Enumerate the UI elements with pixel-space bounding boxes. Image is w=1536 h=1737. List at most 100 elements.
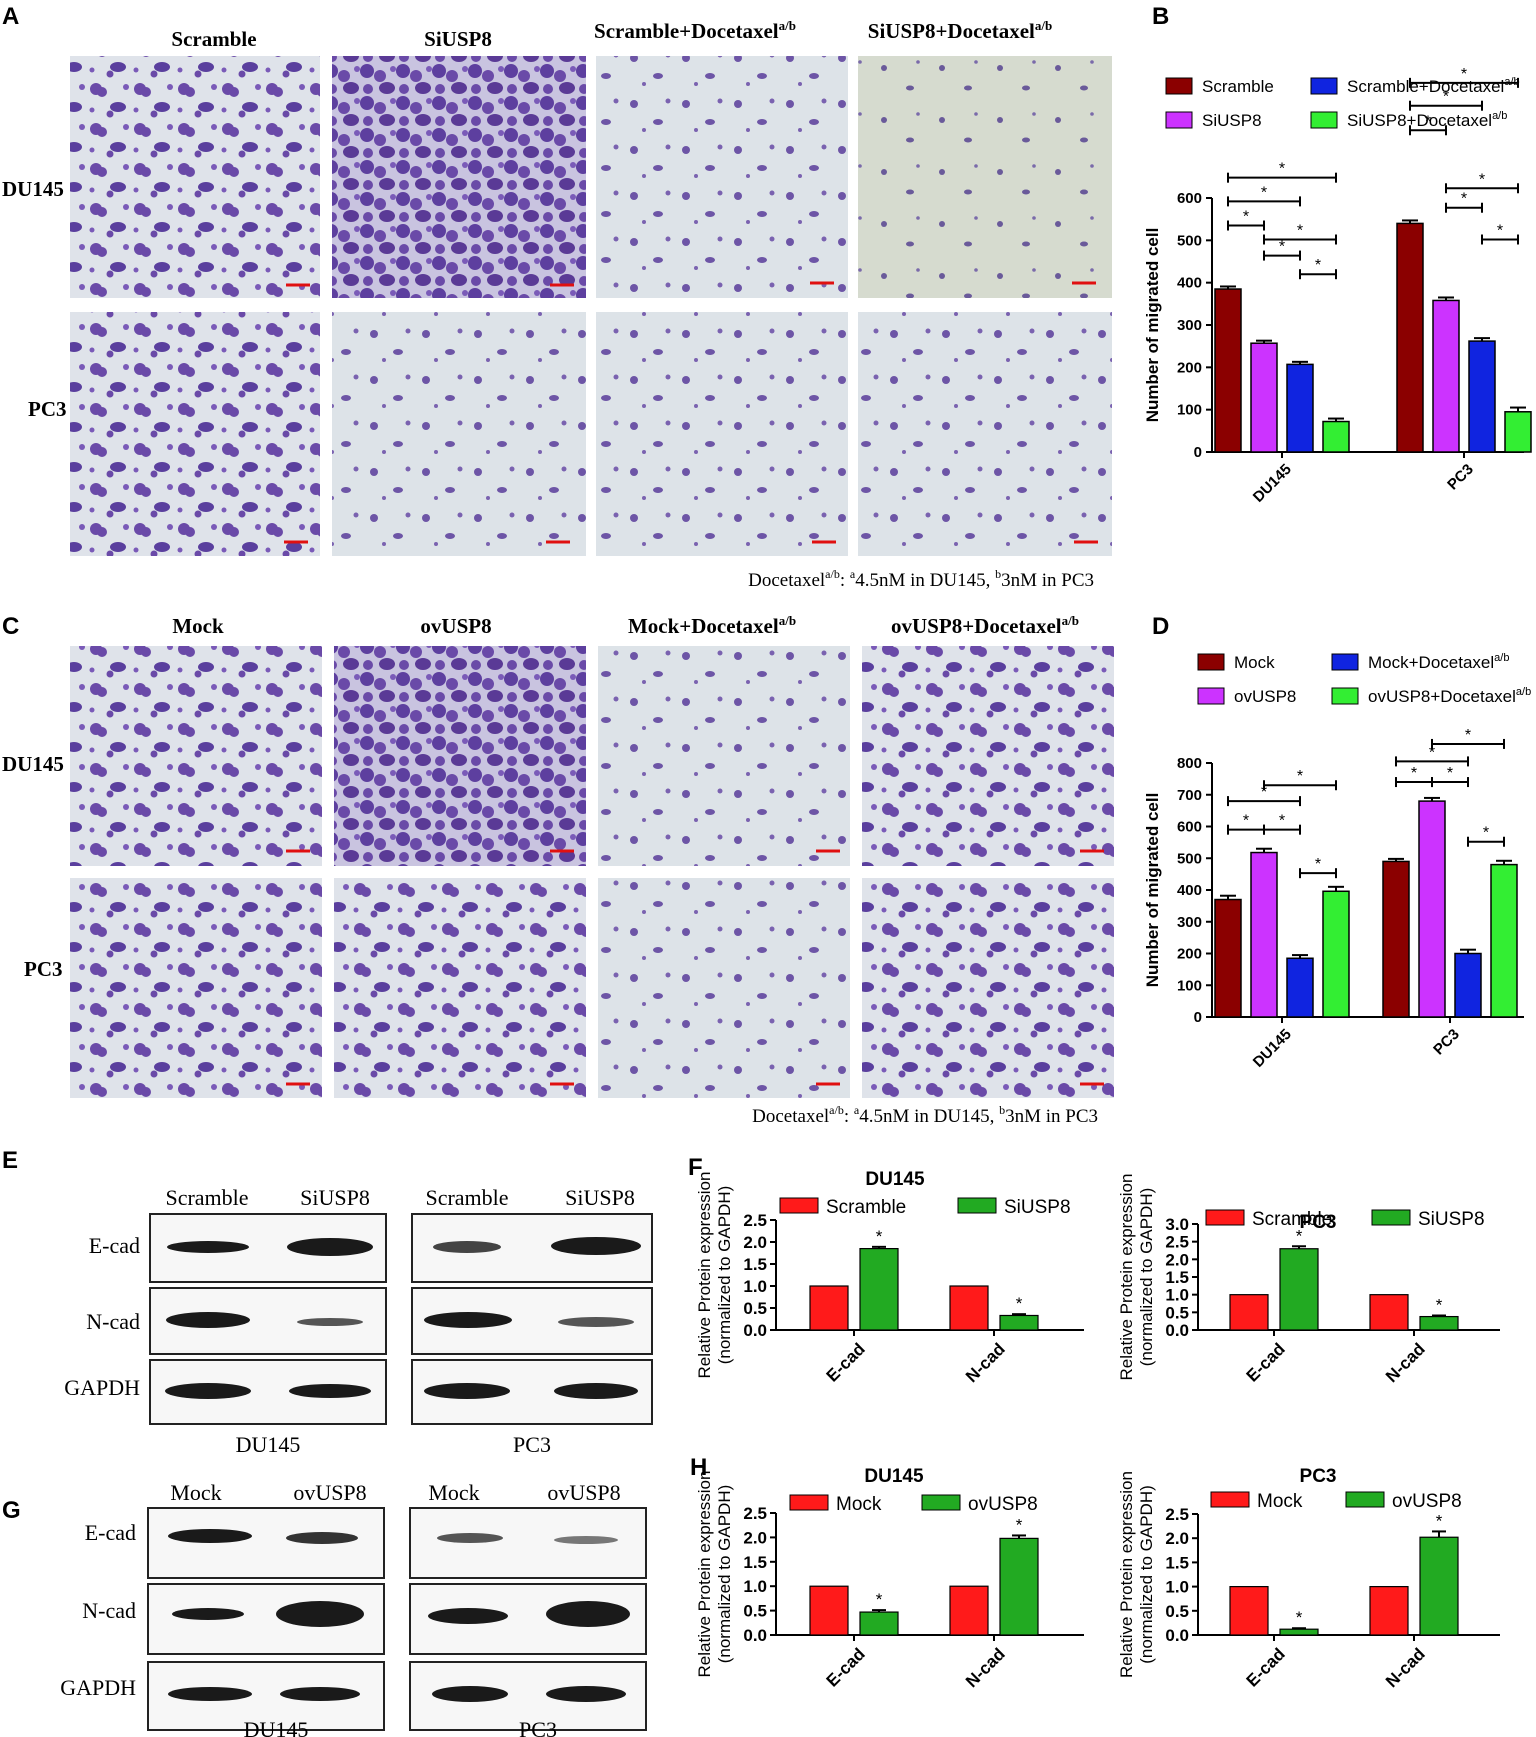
panel-label-f: F <box>688 1154 703 1181</box>
x-tick-label-n-cad: N-cad <box>1382 1644 1429 1691</box>
row-label-ncad-e: N-cad <box>86 1309 140 1334</box>
y-tick-label: 0.0 <box>743 1321 767 1340</box>
scale-bars-a <box>284 281 1098 544</box>
sig-star: * <box>1315 856 1321 873</box>
y-tick-label: 0.0 <box>1165 1626 1189 1645</box>
bar-siusp8-n-cad <box>999 1314 1039 1331</box>
chart-title: PC3 <box>1300 1466 1337 1487</box>
y-tick-label: 100 <box>1177 977 1202 994</box>
y-tick-label: 3.0 <box>1165 1215 1189 1234</box>
y-tick-label: 0 <box>1194 1009 1202 1026</box>
sig-star: * <box>1279 161 1285 178</box>
docetaxel-note-a: Docetaxela/b: a4.5nM in DU145, b3nM in P… <box>748 567 1094 591</box>
x-tick-label-du145: DU145 <box>1250 1026 1295 1071</box>
lane-label-mock-du145: Mock <box>170 1480 221 1505</box>
y-tick-label: 0 <box>1194 444 1202 461</box>
legend-label: SiUSP8 <box>1202 111 1262 130</box>
legend-swatch <box>1205 1209 1245 1226</box>
x-tick-label-n-cad: N-cad <box>962 1339 1009 1386</box>
lane-label-scramble-pc3: Scramble <box>425 1185 508 1210</box>
sig-star: * <box>1243 209 1249 226</box>
micrograph-du145-siusp8 <box>332 56 586 298</box>
sig-star: * <box>1315 257 1321 274</box>
panel-label-c: C <box>2 613 19 640</box>
x-tick-label-n-cad: N-cad <box>1382 1339 1429 1386</box>
bar-scramble-du145 <box>1214 288 1242 453</box>
sig-star: * <box>1279 813 1285 830</box>
bar-siusp8-docetaxel-du145 <box>1322 420 1350 453</box>
micrograph-du145-ovusp8-docetaxel <box>862 646 1114 866</box>
micrograph-pc3-mock <box>70 878 322 1098</box>
x-tick-label-pc3: PC3 <box>1430 1026 1463 1059</box>
y-tick-label: 0.5 <box>1165 1303 1189 1322</box>
y-tick-label: 1.5 <box>1165 1553 1189 1572</box>
y-tick-label: 0.5 <box>743 1299 767 1318</box>
bar-scramble-e-cad <box>809 1285 849 1331</box>
sig-star: * <box>1016 1515 1023 1534</box>
y-axis-label: Relative Protein expression <box>695 1471 714 1678</box>
chart-h-du145: 0.0 0.5 1.0 1.5 2.0 2.5 Relative Protein expre… <box>695 1466 1084 1691</box>
legend-swatch <box>1210 1491 1250 1508</box>
y-tick-label: 2.5 <box>1165 1505 1189 1524</box>
y-tick-label: 800 <box>1177 755 1202 772</box>
legend-label: Mock+Docetaxela/b <box>1368 652 1509 672</box>
y-tick-label: 1.0 <box>1165 1578 1189 1597</box>
y-tick-label: 500 <box>1177 232 1202 249</box>
bar-siusp8-e-cad <box>859 1247 899 1331</box>
lane-label-ovusp8-pc3: ovUSP8 <box>547 1480 620 1505</box>
micrograph-du145-mock-docetaxel <box>598 646 850 866</box>
micrograph-pc3-scramble <box>70 312 320 556</box>
bar-siusp8-du145 <box>1250 342 1278 453</box>
band-ncad-pc3-mock <box>428 1608 508 1624</box>
y-tick-label: 400 <box>1177 882 1202 899</box>
bar-mock-pc3 <box>1382 860 1410 1018</box>
y-tick-label: 100 <box>1177 402 1202 419</box>
band-gapdh-pc3-ovusp8 <box>546 1686 626 1702</box>
legend-swatch <box>779 1197 819 1214</box>
bar-ovusp8-docetaxel-pc3 <box>1490 863 1518 1018</box>
bar-scramble-n-cad <box>1369 1294 1409 1331</box>
sig-star: * <box>1429 744 1435 761</box>
legend-swatch <box>1310 77 1338 95</box>
y-tick-label: 2.5 <box>1165 1233 1189 1252</box>
sig-star: * <box>1261 784 1267 801</box>
blot-bands-g <box>168 1529 630 1702</box>
sig-star: * <box>1261 184 1267 201</box>
legend-label: Mock <box>1234 653 1275 672</box>
col-header-scramble-docetaxel: Scramble+Docetaxela/b <box>594 18 796 43</box>
y-tick-label: 300 <box>1177 317 1202 334</box>
legend-label: ovUSP8 <box>1392 1491 1462 1512</box>
cell-label-pc3-e: PC3 <box>513 1432 551 1457</box>
row-label-du145: DU145 <box>2 177 64 201</box>
panel-c-micrographs: Mock ovUSP8 Mock+Docetaxela/b ovUSP8+Doc… <box>2 613 1114 1127</box>
y-tick-label: 200 <box>1177 946 1202 963</box>
legend-label: SiUSP8 <box>1418 1209 1485 1230</box>
y-tick-label: 1.0 <box>743 1277 767 1296</box>
y-tick-label: 1.5 <box>1165 1268 1189 1287</box>
chart-f-pc3: 0.00.51.01.52.02.53.0 Relative Protein ex… <box>1117 1174 1500 1386</box>
bar-siusp8-e-cad <box>1279 1248 1319 1331</box>
y-tick-label: 2.0 <box>1165 1250 1189 1269</box>
legend-label: Scramble+Docetaxela/b <box>1347 76 1520 96</box>
band-ncad-du145-scramble <box>166 1312 250 1328</box>
legend-label: ovUSP8+Docetaxela/b <box>1368 686 1531 706</box>
y-tick-label: 2.5 <box>743 1504 767 1523</box>
legend-swatch <box>1165 77 1193 95</box>
sig-star: * <box>1497 222 1503 239</box>
sig-star: * <box>1297 222 1303 239</box>
y-tick-label: 2.5 <box>743 1211 767 1230</box>
sig-star: * <box>1479 171 1485 188</box>
x-tick-label-e-cad: E-cad <box>823 1644 869 1690</box>
bar-scramble-pc3 <box>1396 222 1424 453</box>
bar-siusp8-docetaxel-pc3 <box>1504 411 1532 453</box>
panel-a-micrographs: Scramble SiUSP8 Scramble+Docetaxela/b Si… <box>2 18 1112 591</box>
bar-scramble-n-cad <box>949 1285 989 1331</box>
band-ecad-pc3-ovusp8 <box>554 1536 618 1544</box>
y-axis-label-2: (normalized to GAPDH) <box>1137 1485 1156 1664</box>
band-gapdh-pc3-scramble <box>424 1383 510 1399</box>
bar-mock-du145 <box>1214 898 1242 1018</box>
blot-bands-e <box>165 1237 641 1399</box>
y-tick-label: 200 <box>1177 359 1202 376</box>
scale-bars-c <box>286 849 1104 1086</box>
bar-mock-e-cad <box>1229 1585 1269 1636</box>
